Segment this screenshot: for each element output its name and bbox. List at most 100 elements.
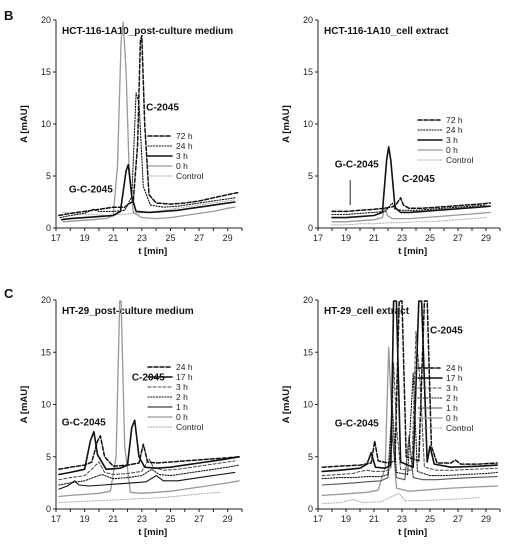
legend-entry: 3 h [446, 383, 458, 393]
y-tick-label: 10 [41, 119, 51, 129]
x-tick-label: 29 [481, 514, 491, 524]
series-line-24-h [59, 92, 236, 219]
x-tick-label: 27 [194, 514, 204, 524]
legend-entry: 0 h [176, 161, 188, 171]
series-line-3-h [321, 330, 498, 477]
y-tick-label: 10 [303, 119, 313, 129]
panel-letter-b: B [4, 8, 13, 23]
x-tick-label: 19 [341, 514, 351, 524]
legend-entry: Control [176, 171, 204, 181]
x-tick-label: 23 [397, 233, 407, 243]
chart-panel-2: 0 5 10 15 20 17 19 21 23 25 27 29 t [min] A [mAU] HCT-… [281, 15, 501, 257]
legend-entry: Control [446, 155, 474, 165]
y-tick-label: 20 [303, 15, 313, 25]
series-line-2-h [58, 464, 240, 486]
y-tick-label: 20 [41, 15, 51, 25]
legend-entry: 24 h [446, 125, 463, 135]
legend-entry: 0 h [446, 413, 458, 423]
series-line-24-h [321, 300, 498, 468]
chart-title: HT-29_cell extract [324, 306, 410, 317]
series-line-0-h [331, 206, 491, 223]
x-tick-label: 17 [51, 233, 61, 243]
peak-annotation: C-2045 [430, 325, 463, 336]
series-line-control [62, 199, 236, 216]
series-line-control [331, 217, 487, 226]
x-tick-label: 21 [369, 514, 379, 524]
series-line-24-h [58, 435, 240, 471]
legend-entry: 3 h [176, 151, 188, 161]
legend-entry: 1 h [446, 403, 458, 413]
chart-title: HT-29_post-culture medium [62, 306, 194, 317]
peak-annotation: G-C-2045 [62, 417, 106, 428]
peak-annotation: G-C-2045 [69, 185, 113, 196]
legend-entry: 0 h [176, 412, 188, 422]
legend-entry: Control [176, 422, 204, 432]
y-tick-label: 0 [46, 223, 51, 233]
series-line-1-h [321, 435, 498, 486]
series-line-3-h [331, 146, 491, 219]
y-tick-label: 10 [41, 400, 51, 410]
legend-entry: 17 h [446, 373, 463, 383]
x-tick-label: 23 [137, 233, 147, 243]
x-axis-title: t [min] [138, 246, 167, 257]
y-axis-title: A [mAU] [281, 105, 292, 143]
series-line-1-h [58, 471, 236, 490]
legend-entry: 3 h [446, 135, 458, 145]
x-tick-label: 27 [194, 233, 204, 243]
y-tick-label: 15 [303, 347, 313, 357]
y-tick-label: 0 [308, 223, 313, 233]
x-tick-label: 19 [80, 514, 90, 524]
legend-entry: 72 h [446, 115, 463, 125]
chart-panel-3: 0 5 10 15 20 17 19 21 23 25 27 29 t [min] A [mAU] HT-2… [19, 295, 243, 538]
x-tick-label: 21 [108, 514, 118, 524]
x-tick-label: 29 [481, 233, 491, 243]
legend-entry: 24 h [446, 363, 463, 373]
x-tick-label: 29 [223, 233, 233, 243]
legend-entry: 17 h [176, 372, 193, 382]
legend-entry: 1 h [176, 402, 188, 412]
x-tick-label: 21 [369, 233, 379, 243]
chart-panel-4: 0 5 10 15 20 17 19 21 23 25 27 29 t [min] A [mAU] HT-2… [281, 295, 501, 538]
y-tick-label: 5 [46, 171, 51, 181]
chart-panel-1: 0 5 10 15 20 17 19 21 23 25 27 29 t [min] A [mAU] HCT-… [19, 15, 243, 257]
x-tick-label: 19 [80, 233, 90, 243]
peak-annotation: C-2045 [402, 174, 435, 185]
x-tick-label: 21 [108, 233, 118, 243]
x-tick-label: 25 [425, 233, 435, 243]
peak-annotation: C-2045 [146, 102, 179, 113]
x-axis-title: t [min] [398, 527, 427, 538]
peak-annotation: G-C-2045 [335, 418, 379, 429]
legend-entry: 2 h [446, 393, 458, 403]
legend-entry: 24 h [176, 141, 193, 151]
y-axis-title: A [mAU] [281, 386, 292, 424]
y-tick-label: 20 [303, 295, 313, 305]
y-axis-title: A [mAU] [19, 386, 30, 424]
x-tick-label: 23 [397, 514, 407, 524]
series-line-72-h [58, 34, 239, 217]
series-line-17-h [321, 300, 498, 473]
series-line-17-h [58, 419, 240, 476]
y-axis-title: A [mAU] [19, 105, 30, 143]
legend-entry: 0 h [446, 145, 458, 155]
series-line-72-h [331, 197, 491, 213]
x-tick-label: 29 [223, 514, 233, 524]
series-line-0-h [58, 300, 240, 498]
x-axis-title: t [min] [398, 246, 427, 257]
series-line-control [58, 491, 221, 504]
x-tick-label: 27 [453, 514, 463, 524]
y-tick-label: 5 [46, 452, 51, 462]
y-tick-label: 10 [303, 400, 313, 410]
peak-annotation: G-C-2045 [335, 160, 379, 171]
x-tick-label: 17 [313, 514, 323, 524]
x-tick-label: 23 [137, 514, 147, 524]
series-line-24-h [331, 202, 487, 216]
y-tick-label: 0 [308, 504, 313, 514]
series-line-control [321, 492, 480, 505]
y-tick-label: 15 [41, 347, 51, 357]
x-tick-label: 17 [313, 233, 323, 243]
